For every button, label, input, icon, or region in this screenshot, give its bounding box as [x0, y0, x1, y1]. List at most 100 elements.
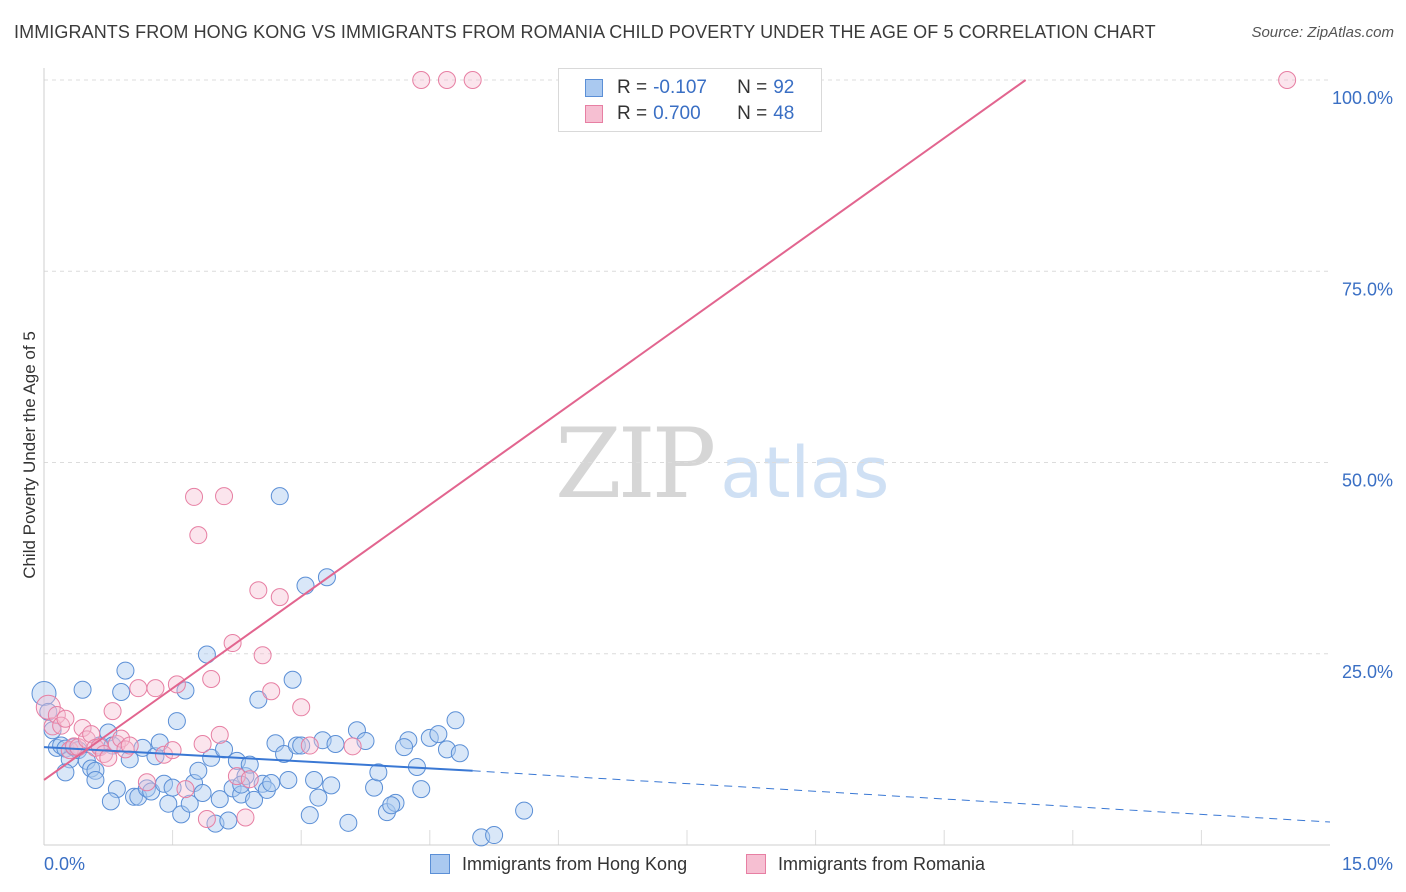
- romania-point: [56, 709, 75, 728]
- hongkong-point: [283, 670, 302, 689]
- hongkong-point: [300, 806, 319, 825]
- hongkong-point: [279, 770, 298, 789]
- romania-point: [1278, 71, 1297, 89]
- hongkong-point: [365, 778, 384, 797]
- hongkong-point: [86, 770, 105, 789]
- romania-trendline: [43, 79, 1027, 781]
- romania-point: [176, 780, 195, 799]
- hongkong-point: [125, 787, 144, 806]
- bottom-legend-hongkong: Immigrants from Hong Kong: [430, 852, 687, 876]
- bottom-legend-romania: Immigrants from Romania: [746, 852, 985, 876]
- hongkong-point: [412, 780, 431, 799]
- romania-point: [197, 809, 216, 828]
- hongkong-point: [163, 778, 182, 797]
- x-tick-label: 15.0%: [1342, 854, 1393, 874]
- legend-swatch-romania: [585, 105, 603, 123]
- romania-point: [343, 737, 362, 756]
- source-label: Source: ZipAtlas.com: [1251, 24, 1394, 41]
- romania-point: [437, 71, 456, 89]
- hongkong-point: [219, 811, 238, 830]
- romania-point: [253, 646, 272, 665]
- y-tick-label: 75.0%: [1342, 279, 1393, 299]
- hongkong-point: [167, 712, 186, 731]
- romania-point: [120, 736, 139, 755]
- hongkong-point: [450, 744, 469, 763]
- hongkong-point: [249, 690, 268, 709]
- hongkong-point: [395, 738, 414, 757]
- legend-n-label: N =: [737, 103, 768, 124]
- bottom-legend-label-hongkong: Immigrants from Hong Kong: [462, 853, 688, 874]
- hongkong-point: [275, 744, 294, 763]
- romania-point: [463, 71, 482, 89]
- legend-n-value: 48: [773, 103, 795, 124]
- legend-r-label: R =: [617, 103, 648, 124]
- trend-layer: [43, 79, 1331, 823]
- hongkong-point: [287, 736, 306, 755]
- legend-row-romania: R = 0.700 N = 48: [585, 102, 794, 126]
- romania-point: [240, 770, 259, 789]
- legend-r-value: 0.700: [653, 103, 701, 124]
- chart-title: IMMIGRANTS FROM HONG KONG VS IMMIGRANTS …: [14, 22, 1156, 42]
- romania-point: [210, 725, 229, 744]
- hongkong-point: [420, 728, 439, 747]
- hongkong-point: [305, 770, 324, 789]
- legend-swatch-hongkong: [585, 79, 603, 97]
- hongkong-point: [262, 774, 281, 793]
- hongkong-point: [86, 761, 105, 780]
- hongkong-point: [189, 761, 208, 780]
- hongkong-point: [232, 775, 251, 794]
- romania-point: [262, 682, 281, 701]
- romania-point: [215, 487, 234, 506]
- hongkong-point: [309, 788, 328, 807]
- hongkong-point: [296, 576, 315, 595]
- hongkong-point: [270, 487, 289, 506]
- romania-point: [185, 487, 204, 506]
- romania-point: [146, 679, 165, 698]
- correlation-legend: R = -0.107 N = 92 R = 0.700 N = 48: [558, 68, 822, 132]
- romania-point: [82, 725, 101, 744]
- romania-point: [412, 71, 431, 89]
- hongkong-point: [339, 813, 358, 832]
- hongkong-point: [193, 783, 212, 802]
- legend-r-value: -0.107: [653, 77, 707, 98]
- hongkong-point: [112, 683, 131, 701]
- romania-point: [300, 736, 319, 755]
- bottom-legend-swatch-hongkong: [430, 854, 450, 874]
- hongkong-point: [369, 763, 388, 782]
- romania-point: [103, 702, 122, 721]
- romania-point: [236, 808, 255, 827]
- hongkong-point: [322, 776, 341, 795]
- hongkong-point: [56, 763, 75, 782]
- y-axis-label: Child Poverty Under the Age of 5: [20, 331, 39, 579]
- x-tick-label: 0.0%: [44, 854, 85, 874]
- hongkong-trendline: [43, 746, 473, 772]
- romania-point: [47, 705, 66, 724]
- romania-point: [163, 741, 182, 760]
- hongkong-point: [31, 681, 57, 707]
- romania-point: [189, 526, 208, 545]
- hongkong-points: [31, 487, 534, 847]
- romania-point: [99, 748, 118, 767]
- romania-point: [129, 679, 148, 698]
- bottom-legend-swatch-romania: [746, 854, 766, 874]
- legend-n-label: N =: [737, 77, 768, 98]
- hongkong-point: [429, 725, 448, 744]
- romania-point: [292, 698, 311, 717]
- y-tick-label: 100.0%: [1332, 88, 1393, 108]
- hongkong-point: [120, 750, 139, 769]
- hongkong-point: [485, 826, 504, 845]
- romania-point: [270, 588, 289, 607]
- hongkong-point: [245, 790, 264, 809]
- axis-layer: [43, 68, 1330, 846]
- hongkong-point: [326, 735, 345, 754]
- hongkong-point: [180, 794, 199, 813]
- tick-label-layer: 25.0% 50.0% 75.0% 100.0% 0.0% 15.0%: [44, 88, 1393, 874]
- hongkong-point: [101, 792, 120, 811]
- hongkong-point: [240, 755, 259, 774]
- romania-point: [137, 773, 156, 792]
- hongkong-point: [515, 801, 534, 820]
- romania-point: [202, 669, 221, 688]
- hongkong-point: [116, 661, 135, 680]
- legend-r-label: R =: [617, 77, 648, 98]
